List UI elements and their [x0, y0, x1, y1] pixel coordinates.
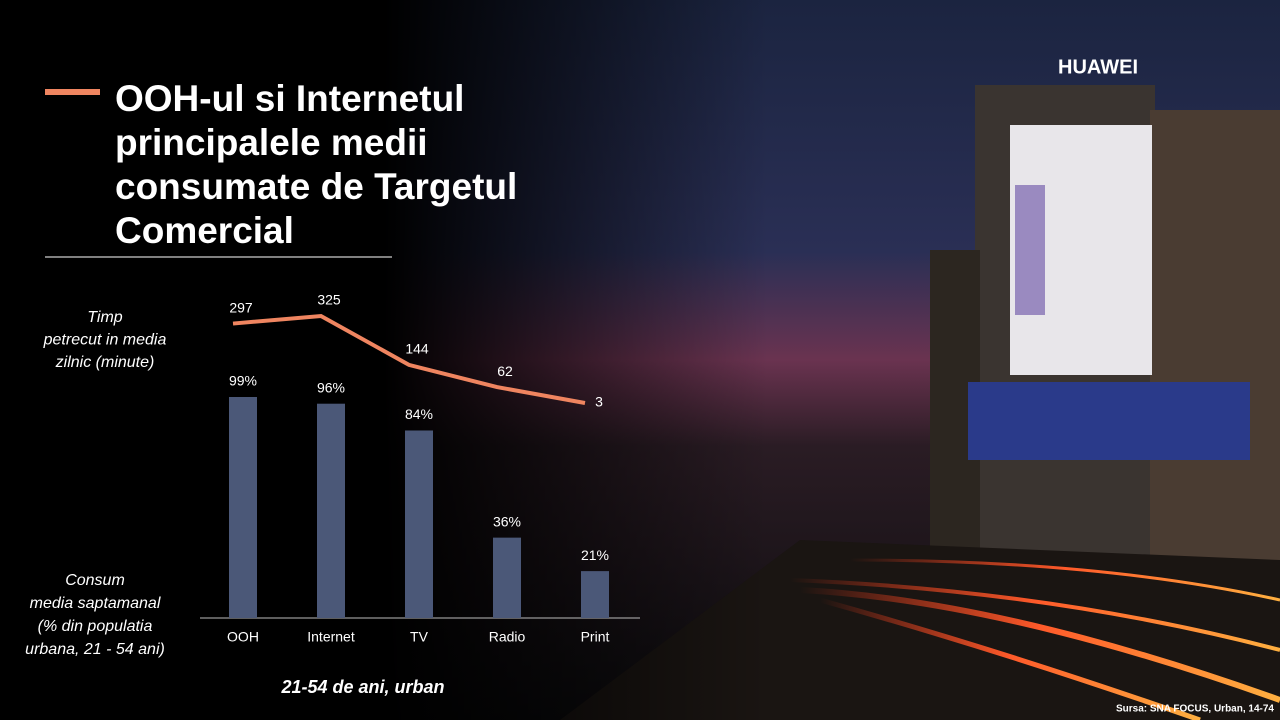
- bar-caption: urbana, 21 - 54 ani): [25, 641, 165, 658]
- bar-label: 96%: [317, 379, 345, 395]
- x-tick-label: Radio: [489, 629, 526, 645]
- title-line: consumate de Targetul: [115, 166, 517, 207]
- bar-label: 36%: [493, 513, 521, 529]
- bar-caption: Consum: [65, 572, 125, 589]
- line-caption: petrecut in media: [43, 332, 167, 349]
- title-line: principalele medii: [115, 122, 428, 163]
- title-line: OOH-ul si Internetul: [115, 78, 464, 119]
- line-caption: zilnic (minute): [55, 354, 155, 371]
- line-caption: Timp: [87, 309, 123, 326]
- bar-label: 21%: [581, 547, 609, 563]
- x-tick-label: OOH: [227, 629, 259, 645]
- sign-text: HUAWEI: [1058, 56, 1138, 78]
- bar: [229, 397, 257, 618]
- x-tick-label: TV: [410, 629, 429, 645]
- bar: [317, 403, 345, 618]
- line-label: 62: [497, 363, 513, 379]
- bar: [581, 571, 609, 618]
- bar: [405, 430, 433, 618]
- footer: 21-54 de ani, urban: [280, 677, 444, 697]
- x-tick-label: Internet: [307, 629, 355, 645]
- line-label: 3: [595, 394, 603, 410]
- bar: [493, 537, 521, 618]
- line-label: 325: [317, 292, 341, 308]
- line-label: 144: [405, 341, 429, 357]
- x-tick-label: Print: [581, 629, 610, 645]
- bar-label: 99%: [229, 373, 257, 389]
- bar-caption: (% din populatia: [38, 618, 153, 635]
- line-label: 297: [229, 299, 253, 315]
- bar-caption: media saptamanal: [30, 595, 161, 612]
- title-line: Comercial: [115, 210, 294, 251]
- source: Sursa: SNA FOCUS, Urban, 14-74: [1116, 704, 1274, 715]
- bar-label: 84%: [405, 406, 433, 422]
- line: [232, 313, 586, 405]
